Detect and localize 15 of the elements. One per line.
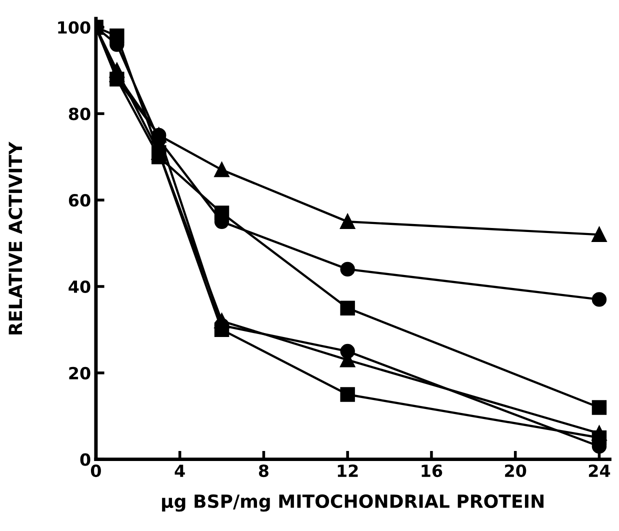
x-tick-label: 24: [588, 464, 610, 477]
y-tick-label: 20: [69, 366, 90, 380]
x-tick-label: 12: [338, 464, 358, 477]
y-tick-label: 100: [58, 21, 90, 34]
x-axis-title: µg BSP/mg MITOCHONDRIAL PROTEIN: [162, 494, 544, 512]
x-tick-label: 4: [174, 464, 185, 477]
x-tick-label: 0: [90, 464, 101, 478]
x-tick-label: 16: [422, 464, 442, 478]
y-tick-label: 60: [68, 194, 90, 207]
y-tick-label: 80: [68, 108, 90, 120]
y-tick-label: 0: [80, 453, 90, 466]
y-tick-label: 40: [68, 280, 90, 294]
x-tick-label: 20: [505, 464, 526, 478]
x-tick-label: 8: [258, 464, 268, 478]
y-axis-title: RELATIVE ACTIVITY: [8, 142, 22, 334]
